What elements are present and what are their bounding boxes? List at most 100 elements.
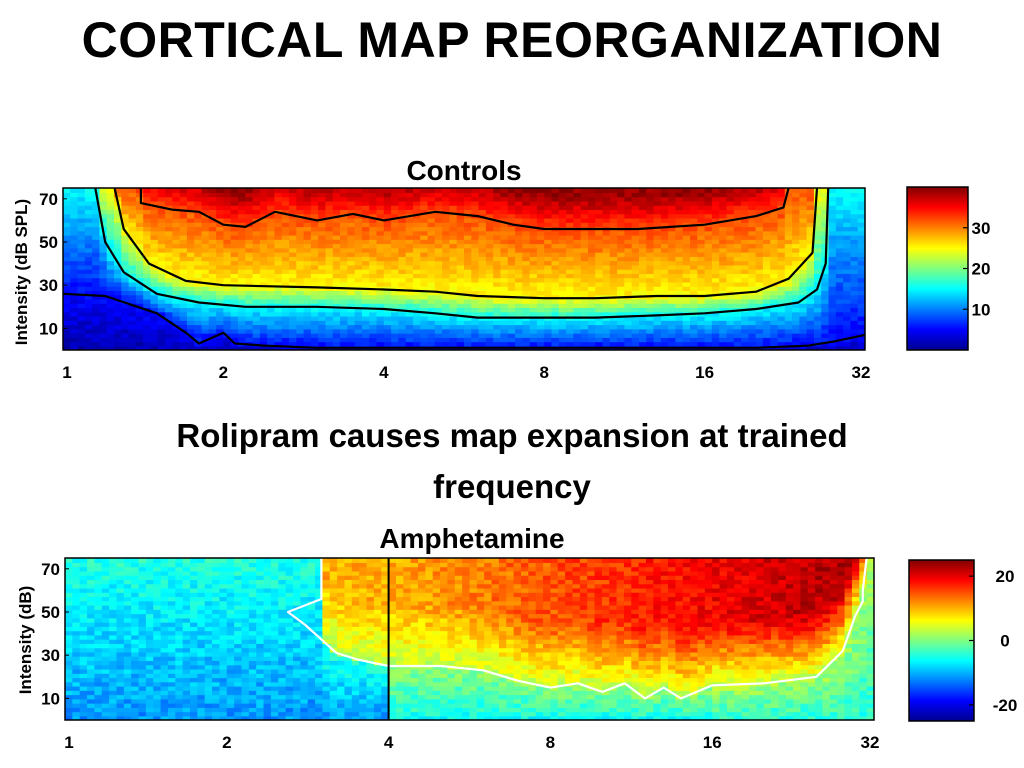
heatmap-cell [114, 328, 123, 334]
heatmap-cell [398, 290, 407, 296]
heatmap-cell [449, 200, 458, 206]
heatmap-cell [653, 341, 662, 347]
heatmap-cell [631, 196, 640, 202]
heatmap-cell [92, 234, 101, 240]
heatmap-cell [274, 217, 283, 223]
heatmap-cell [72, 630, 81, 636]
heatmap-cell [230, 239, 239, 245]
heatmap-cell [376, 192, 385, 198]
heatmap-cell [449, 281, 458, 287]
heatmap-cell [109, 596, 118, 602]
heatmap-cell [138, 694, 147, 700]
heatmap-cell [230, 281, 239, 287]
heatmap-cell [682, 200, 691, 206]
heatmap-cell [79, 707, 88, 713]
heatmap-cell [332, 217, 341, 223]
heatmap-cell [442, 222, 451, 228]
heatmap-cell [259, 213, 268, 219]
heatmap-cell [245, 320, 254, 326]
heatmap-cell [653, 217, 662, 223]
heatmap-cell [157, 188, 166, 193]
heatmap-cell [668, 320, 677, 326]
heatmap-cell [281, 298, 290, 304]
heatmap-cell [296, 337, 305, 343]
heatmap-cell [507, 273, 516, 279]
heatmap-cell [784, 311, 793, 317]
heatmap-cell [259, 243, 268, 249]
heatmap-cell [182, 668, 191, 674]
heatmap-cell [190, 634, 199, 640]
heatmap-cell [79, 694, 88, 700]
heatmap-cell [216, 251, 225, 257]
heatmap-cell [160, 600, 169, 606]
heatmap-cell [99, 315, 108, 321]
heatmap-cell [857, 273, 865, 279]
heatmap-cell [638, 239, 647, 245]
heatmap-cell [376, 222, 385, 228]
heatmap-cell [690, 226, 699, 232]
heatmap-cell [121, 307, 130, 313]
heatmap-cell [197, 660, 206, 666]
heatmap-cell [325, 192, 334, 198]
heatmap-cell [544, 192, 553, 198]
heatmap-cell [208, 286, 217, 292]
heatmap-cell [252, 200, 261, 206]
heatmap-cell [449, 209, 458, 215]
heatmap-cell [201, 256, 210, 262]
heatmap-cell [711, 324, 720, 330]
heatmap-cell [587, 247, 596, 253]
heatmap-cell [114, 337, 123, 343]
heatmap-cell [471, 341, 480, 347]
heatmap-cell [704, 281, 713, 287]
heatmap-cell [835, 269, 844, 274]
heatmap-cell [762, 222, 771, 228]
heatmap-cell [420, 200, 429, 206]
heatmap-cell [806, 188, 815, 193]
heatmap-cell [84, 294, 93, 300]
heatmap-cell [711, 243, 720, 249]
heatmap-cell [153, 639, 162, 644]
heatmap-cell [660, 290, 669, 296]
heatmap-cell [237, 200, 246, 206]
heatmap-cell [464, 341, 472, 347]
heatmap-cell [675, 217, 684, 223]
heatmap-cell [522, 230, 531, 236]
heatmap-cell [573, 251, 582, 257]
heatmap-cell [182, 609, 191, 615]
heatmap-cell [398, 315, 407, 321]
heatmap-cell [160, 566, 169, 572]
heatmap-cell [106, 200, 115, 206]
heatmap-cell [310, 303, 319, 309]
heatmap-cell [420, 234, 429, 240]
heatmap-cell [682, 260, 691, 266]
heatmap-cell [208, 264, 217, 270]
heatmap-cell [79, 643, 88, 649]
heatmap-cell [369, 315, 378, 321]
heatmap-cell [230, 294, 239, 300]
heatmap-cell [99, 260, 108, 266]
heatmap-cell [821, 303, 830, 309]
heatmap-cell [682, 234, 691, 240]
heatmap-cell [361, 256, 370, 262]
heatmap-cell [850, 294, 859, 300]
heatmap-cell [828, 226, 837, 232]
heatmap-cell [101, 592, 110, 598]
heatmap-cell [204, 566, 213, 572]
heatmap-cell [835, 226, 844, 232]
heatmap-cell [434, 200, 443, 206]
heatmap-cell [544, 222, 553, 228]
heatmap-cell [427, 303, 436, 309]
heatmap-cell [135, 303, 144, 309]
heatmap-cell [857, 337, 865, 343]
heatmap-cell [131, 664, 140, 670]
heatmap-cell [624, 209, 633, 215]
heatmap-cell [318, 337, 327, 343]
heatmap-cell [160, 609, 169, 615]
heatmap-cell [106, 277, 115, 283]
heatmap-cell [101, 587, 110, 593]
heatmap-cell [179, 247, 188, 253]
heatmap-cell [412, 260, 421, 266]
heatmap-cell [536, 239, 545, 245]
heatmap-cell [84, 269, 93, 274]
heatmap-cell [296, 307, 305, 313]
